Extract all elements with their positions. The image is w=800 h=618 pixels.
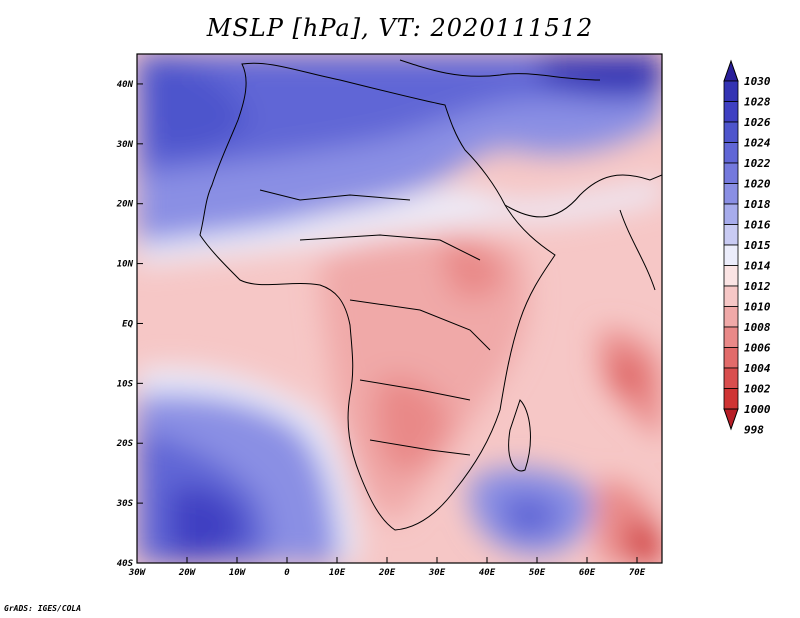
colorbar-label: 1030 xyxy=(744,75,771,88)
colorbar-swatch xyxy=(723,326,739,348)
colorbar-swatch xyxy=(723,80,739,102)
colorbar-swatch xyxy=(723,142,739,164)
lon-label: 40E xyxy=(479,568,496,578)
lat-label: EQ xyxy=(122,319,133,329)
lon-label: 60E xyxy=(579,568,596,578)
colorbar-swatch xyxy=(723,367,739,389)
colorbar: 1030 1028 1026 1024 1022 1020 1018 1016 1015 1014… xyxy=(723,59,771,437)
colorbar-label: 1010 xyxy=(744,301,771,314)
colorbar-label: 1020 xyxy=(744,178,771,191)
colorbar-swatch xyxy=(723,306,739,328)
lon-label: 20E xyxy=(378,568,396,578)
colorbar-label: 1026 xyxy=(744,116,771,129)
colorbar-swatch xyxy=(723,347,739,369)
colorbar-label: 1006 xyxy=(744,342,771,355)
colorbar-label: 1012 xyxy=(744,280,771,293)
colorbar-label: 1016 xyxy=(744,219,771,232)
colorbar-label: 1028 xyxy=(744,96,771,109)
colorbar-label: 1002 xyxy=(744,383,771,396)
lon-label: 30W xyxy=(128,568,147,578)
colorbar-label: 1004 xyxy=(744,362,771,375)
lon-label: 0 xyxy=(284,568,290,578)
colorbar-swatch xyxy=(723,388,739,410)
colorbar-label: 1024 xyxy=(744,137,771,150)
longitude-axis: 30W 20W 10W 0 10E 20E 30E 40E 50E 60E 70E xyxy=(128,557,646,578)
colorbar-swatch xyxy=(723,101,739,123)
colorbar-label: 1015 xyxy=(744,239,771,252)
colorbar-swatch xyxy=(723,265,739,287)
lat-label: 10N xyxy=(117,260,134,270)
lon-label: 20W xyxy=(178,568,197,578)
map-frame xyxy=(136,53,663,564)
pressure-field xyxy=(137,54,662,563)
coastlines xyxy=(199,59,662,531)
lat-label: 10S xyxy=(117,379,134,389)
colorbar-swatch xyxy=(723,224,739,246)
lat-label: 30N xyxy=(116,140,134,150)
lat-label: 40S xyxy=(117,559,134,569)
colorbar-swatch xyxy=(723,244,739,266)
footer-credit: GrADS: IGES/COLA xyxy=(4,604,82,613)
lon-label: 70E xyxy=(629,568,646,578)
colorbar-label: 1000 xyxy=(744,403,771,416)
colorbar-swatch xyxy=(723,121,739,143)
colorbar-swatch xyxy=(723,203,739,225)
colorbar-top-arrow xyxy=(723,59,739,82)
colorbar-label: 1008 xyxy=(744,321,771,334)
colorbar-label: 1018 xyxy=(744,198,771,211)
lat-label: 30S xyxy=(116,499,134,509)
lon-label: 50E xyxy=(529,568,546,578)
colorbar-swatch xyxy=(723,162,739,184)
lat-label: 20N xyxy=(116,200,134,210)
lon-label: 10E xyxy=(329,568,346,578)
colorbar-label: 998 xyxy=(744,424,764,437)
colorbar-label: 1022 xyxy=(744,157,771,170)
latitude-axis: 40N 30N 20N 10N EQ 10S 20S 30S 40S xyxy=(116,80,143,569)
lat-label: 40N xyxy=(117,80,134,90)
map-title: MSLP [hPa], VT: 2020111512 xyxy=(206,14,594,42)
colorbar-swatch xyxy=(723,285,739,307)
lon-label: 30E xyxy=(428,568,446,578)
colorbar-label: 1014 xyxy=(744,260,771,273)
colorbar-swatch xyxy=(723,183,739,205)
lon-label: 10W xyxy=(229,568,247,578)
lat-label: 20S xyxy=(116,439,134,449)
colorbar-bottom-arrow xyxy=(723,408,739,431)
